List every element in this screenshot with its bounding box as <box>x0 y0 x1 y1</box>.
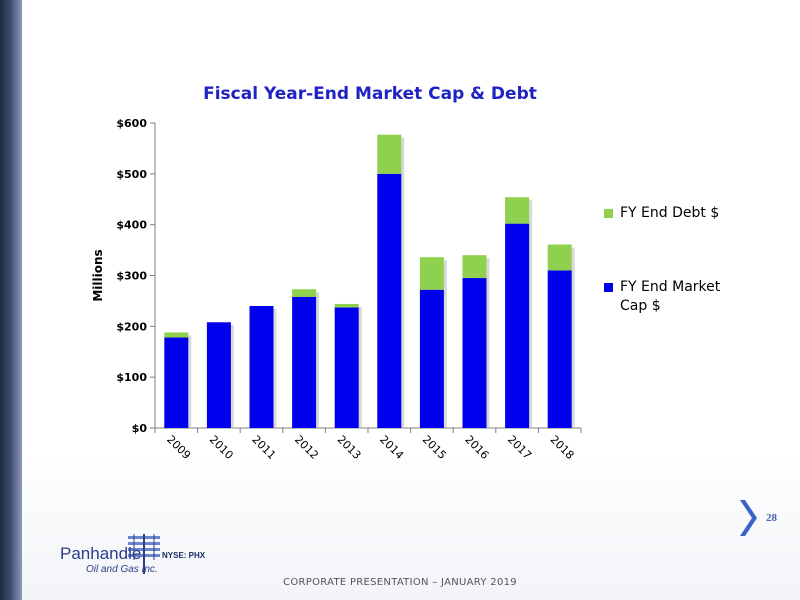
y-axis-label: Millions <box>91 249 105 301</box>
y-tick-label: $600 <box>116 117 147 130</box>
bar-debt-2012 <box>292 289 317 297</box>
y-tick-label: $400 <box>116 219 147 232</box>
legend-swatch-market-cap <box>604 283 613 292</box>
ticker-symbol: NYSE: PHX <box>162 551 206 560</box>
bar-debt-2016 <box>462 255 487 279</box>
bar-market-cap-2011 <box>249 306 274 428</box>
bar-market-cap-2013 <box>334 307 359 428</box>
derrick-logo-icon <box>128 534 160 574</box>
slide-background <box>22 0 800 600</box>
x-tick-label-2011: 2011 <box>249 433 278 462</box>
bar-market-cap-2018 <box>547 270 572 428</box>
logo-wordmark: Panhandle <box>60 544 142 563</box>
slide-footer: CORPORATE PRESENTATION – JANUARY 2019 <box>283 577 517 588</box>
bar-market-cap-2009 <box>164 337 189 428</box>
legend-item-debt: FY End Debt $ <box>604 204 740 223</box>
page-number: 28 <box>766 512 777 524</box>
x-tick-label-2012: 2012 <box>292 433 321 462</box>
x-tick-label-2018: 2018 <box>548 433 577 462</box>
chart-title: Fiscal Year-End Market Cap & Debt <box>203 84 537 104</box>
bar-debt-2018 <box>547 244 572 271</box>
bar-market-cap-2015 <box>419 289 444 428</box>
legend-item-market-cap: FY End Market Cap $ <box>604 278 740 316</box>
bar-debt-2009 <box>164 332 189 338</box>
x-tick-label-2013: 2013 <box>335 433 364 462</box>
y-tick-label: $500 <box>116 168 147 181</box>
x-tick-label-2014: 2014 <box>377 433 406 462</box>
x-tick-label-2010: 2010 <box>207 433 236 462</box>
company-logo: Panhandle Oil and Gas Inc. <box>60 534 210 584</box>
bar-market-cap-2010 <box>206 322 231 428</box>
next-chevron-icon[interactable] <box>736 498 760 538</box>
left-accent-bar <box>0 0 22 600</box>
y-tick-label: $0 <box>132 422 148 435</box>
bar-market-cap-2012 <box>292 296 317 428</box>
legend-label-debt: FY End Debt $ <box>620 205 720 221</box>
y-tick-label: $300 <box>116 270 147 283</box>
y-tick-label: $200 <box>116 320 147 333</box>
bar-market-cap-2017 <box>505 223 530 428</box>
bar-market-cap-2016 <box>462 278 487 428</box>
x-tick-label-2009: 2009 <box>164 433 193 462</box>
bar-debt-2014 <box>377 134 402 174</box>
bar-debt-2015 <box>419 257 444 290</box>
legend-label-market-cap: FY End Market Cap $ <box>620 279 721 314</box>
y-tick-label: $100 <box>116 371 147 384</box>
bar-debt-2013 <box>334 303 359 308</box>
x-tick-label-2017: 2017 <box>505 433 534 462</box>
x-tick-label-2015: 2015 <box>420 433 449 462</box>
bar-market-cap-2014 <box>377 173 402 428</box>
bar-debt-2017 <box>505 197 530 224</box>
logo-subtitle: Oil and Gas Inc. <box>86 564 158 575</box>
x-tick-label-2016: 2016 <box>462 433 491 462</box>
legend-swatch-debt <box>604 209 613 218</box>
